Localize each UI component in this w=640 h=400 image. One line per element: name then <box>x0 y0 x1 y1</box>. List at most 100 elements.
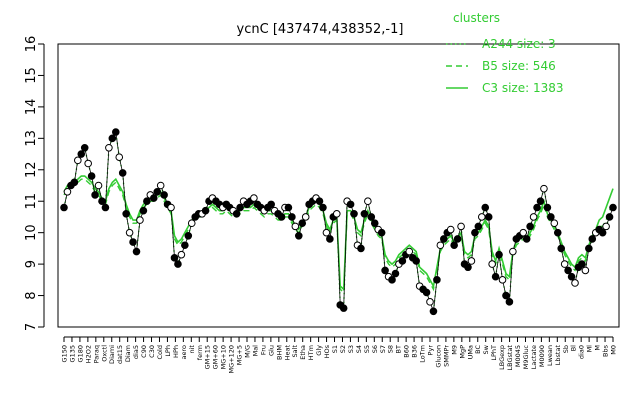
x-tick-label: M <box>594 345 602 351</box>
x-tick-label: B60 <box>403 345 411 358</box>
x-tick-label: SMMPr <box>442 345 450 367</box>
x-tick-label: S1 <box>331 345 339 353</box>
x-tick-label: GM+60 <box>212 345 220 369</box>
data-point <box>339 304 348 312</box>
data-point <box>598 228 607 237</box>
data-point <box>605 213 614 221</box>
x-tick-label: LBGexp <box>498 345 506 370</box>
data-point <box>70 178 79 187</box>
x-tick-label: Lactate <box>530 345 538 369</box>
legend-entry-a244: A244 size: 3 <box>482 37 556 51</box>
data-point <box>440 235 448 243</box>
data-point <box>564 266 572 275</box>
x-tick-label: Mal <box>251 345 259 357</box>
data-point <box>585 244 593 253</box>
data-point <box>77 150 86 158</box>
data-point <box>284 203 293 212</box>
legend-entry-c3: C3 size: 1383 <box>482 81 564 95</box>
data-point <box>509 247 517 256</box>
data-point <box>63 187 72 196</box>
x-tick-label: MG+5 <box>236 345 244 365</box>
x-tick-label: H2O2 <box>84 345 92 363</box>
data-point <box>450 241 458 250</box>
x-tick-label: G135 <box>68 345 76 362</box>
data-point <box>578 260 586 268</box>
x-axis: G150 G135 G180 H2O2 Paraq Oxctl Diami dat15 Diam… <box>61 336 618 374</box>
data-point <box>298 219 307 228</box>
x-tick-label: Oxctl <box>100 345 108 362</box>
data-point <box>426 298 434 306</box>
data-point <box>115 153 124 161</box>
data-point <box>467 257 476 265</box>
x-tick-label: S8 <box>387 345 395 353</box>
y-tick-label: 13 <box>24 130 39 147</box>
x-tick-label: Gly <box>315 345 323 356</box>
x-tick-label: Lbstat <box>554 345 562 366</box>
data-point <box>364 197 372 206</box>
data-point <box>526 222 534 231</box>
data-point <box>184 232 193 240</box>
x-tick-label: S6 <box>371 345 379 353</box>
y-tick-label: 8 <box>24 291 39 299</box>
x-tick-label: Fru <box>259 345 267 355</box>
data-point <box>370 219 379 228</box>
data-point <box>174 260 182 268</box>
data-point <box>464 263 472 272</box>
x-tick-label: LoTm <box>419 345 427 363</box>
x-tick-label: dat15 <box>116 345 124 364</box>
x-tick-label: BC <box>474 345 482 354</box>
data-point <box>477 213 486 221</box>
data-point <box>101 203 110 212</box>
x-tick-label: BT <box>395 345 403 353</box>
data-point <box>412 257 420 265</box>
y-tick-label: 7 <box>24 323 39 331</box>
x-tick-label: HPh <box>172 345 180 358</box>
data-point <box>105 143 113 152</box>
data-point <box>488 260 496 268</box>
data-point <box>136 216 144 224</box>
x-tick-label: MG+10 <box>220 345 228 369</box>
x-tick-label: C30 <box>148 345 156 358</box>
data-point <box>553 228 562 237</box>
x-tick-label: Salt <box>291 345 299 358</box>
x-tick-label: LPhT <box>490 345 498 361</box>
data-point <box>433 276 441 284</box>
data-point <box>181 241 189 250</box>
data-point <box>388 276 396 284</box>
data-point <box>543 203 552 212</box>
data-point <box>519 228 528 237</box>
data-point <box>125 228 134 237</box>
data-point <box>132 247 141 256</box>
y-tick-label: 12 <box>24 162 39 179</box>
data-point <box>522 235 531 243</box>
x-tick-label: S5 <box>363 345 371 353</box>
x-tick-label: M0 <box>610 345 618 355</box>
data-point <box>98 197 106 206</box>
x-tick-label: GM+15 <box>204 345 212 369</box>
data-point <box>301 213 310 221</box>
data-point <box>187 219 196 228</box>
x-tick-label: M/G <box>244 345 252 358</box>
data-point <box>267 200 275 209</box>
data-point <box>288 213 296 221</box>
data-point <box>398 257 407 265</box>
data-point <box>436 241 445 250</box>
profile-line <box>63 130 614 312</box>
data-point <box>429 307 438 316</box>
x-tick-label: Ml <box>586 345 594 353</box>
data-point <box>557 244 566 253</box>
data-point <box>540 184 548 193</box>
data-point <box>80 143 89 152</box>
data-point <box>567 272 576 281</box>
data-point <box>533 203 541 212</box>
x-tick-label: S3 <box>347 345 355 353</box>
legend-entry-b5: B5 size: 546 <box>482 59 556 73</box>
data-point <box>471 228 479 237</box>
x-tick-label: UMa <box>466 345 474 359</box>
data-point <box>602 222 610 231</box>
data-point <box>581 266 590 275</box>
y-tick-label: 14 <box>24 99 39 116</box>
y-tick-label: 10 <box>24 224 39 241</box>
data-point <box>422 288 431 297</box>
y-tick-label: 16 <box>24 36 39 53</box>
